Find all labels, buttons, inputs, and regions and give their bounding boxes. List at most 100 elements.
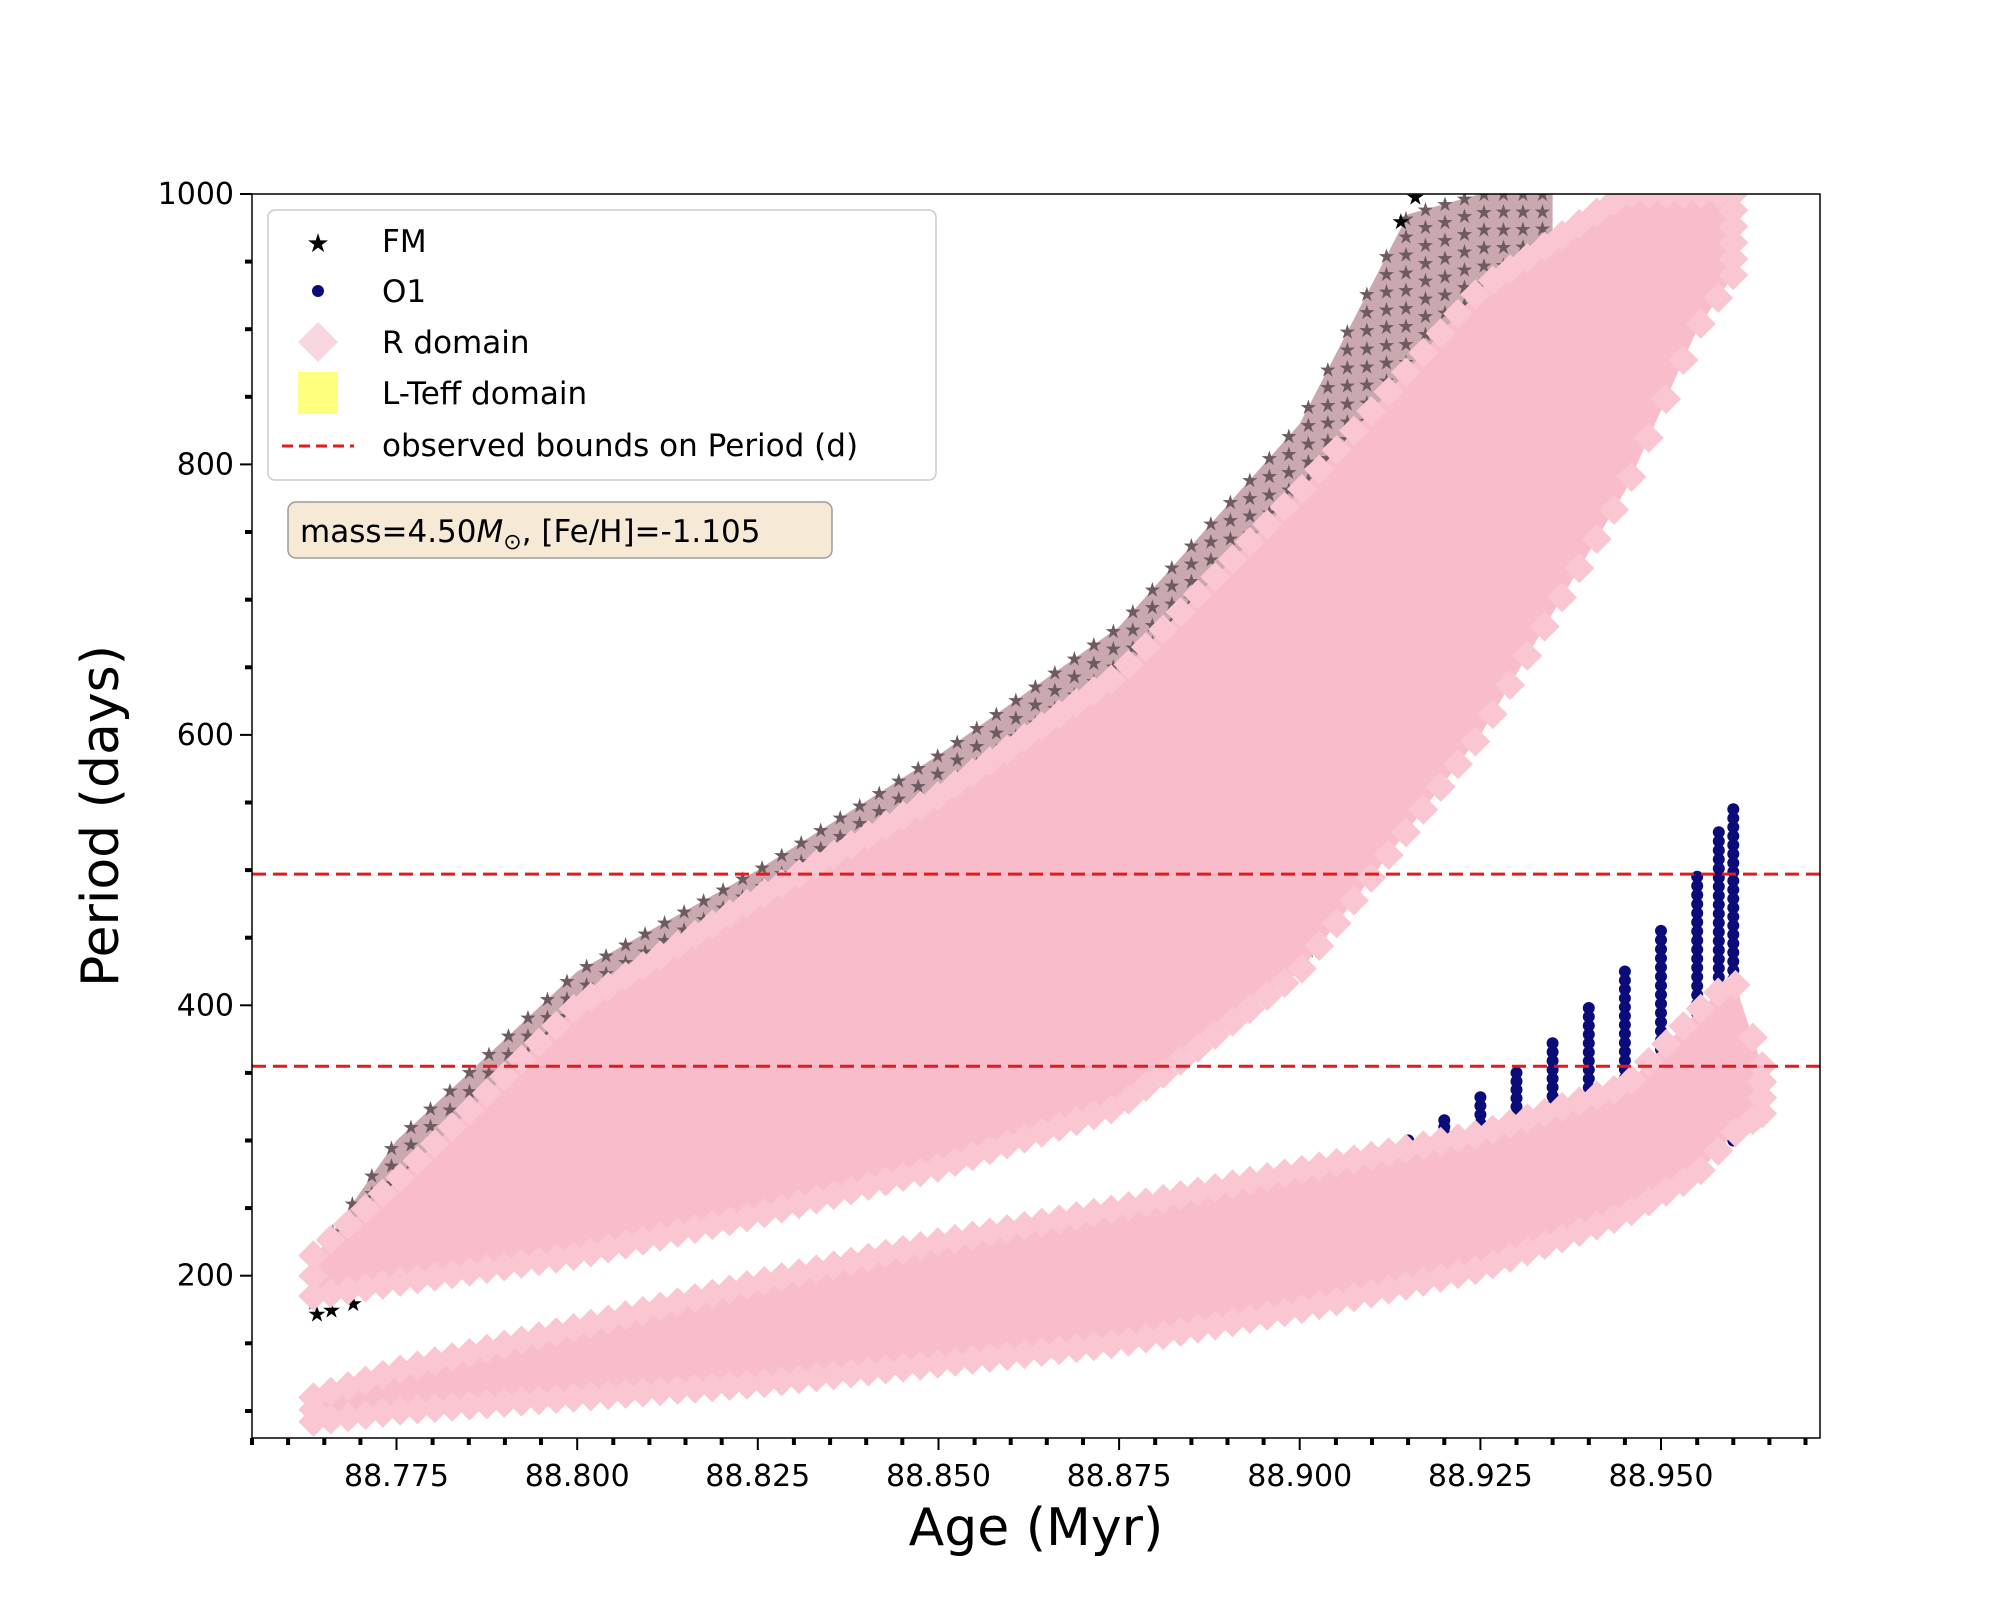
o1-point [1655, 934, 1667, 946]
o1-point [1712, 907, 1725, 920]
mass-metallicity-annotation: mass=4.50M⊙, [Fe/H]=-1.105 [287, 501, 833, 559]
r-domain-point [940, 1346, 971, 1377]
o1-point [1510, 1092, 1523, 1105]
r-domain-point [1200, 1019, 1231, 1050]
r-domain-point [1373, 376, 1404, 407]
r-domain-point [627, 1377, 658, 1408]
o1-point [1655, 988, 1667, 1001]
fm-star-point: ★ [1163, 574, 1181, 598]
y-axis-title: Period (days) [71, 645, 131, 987]
fm-star-point: ★ [987, 702, 1005, 726]
r-domain-point [610, 1378, 641, 1409]
r-domain-point [593, 1380, 624, 1411]
r-domain-point [1217, 1006, 1248, 1037]
r-domain-point [679, 1373, 710, 1404]
r-domain-point [1338, 415, 1369, 446]
fm-star-point: ★ [1514, 217, 1532, 241]
o1-point [1691, 879, 1704, 892]
fm-star-point: ★ [363, 1164, 381, 1188]
o1-point [1712, 862, 1725, 875]
annotation-box [287, 501, 833, 559]
o1-point [1546, 1081, 1559, 1094]
o1-point [1618, 1036, 1631, 1049]
fm-star-point: ★ [1104, 637, 1122, 661]
o1-point [1618, 965, 1631, 978]
o1-point [1655, 1016, 1667, 1029]
r-domain-point [1408, 794, 1439, 825]
r-domain-point [1512, 242, 1543, 273]
r-domain-point [1356, 396, 1387, 427]
r-domain-point [731, 1369, 762, 1400]
fm-star-point: ★ [1319, 357, 1337, 381]
r-domain-point [1581, 523, 1612, 554]
x-tick-label: 88.925 [1428, 1459, 1533, 1494]
fm-star-point: ★ [1338, 373, 1356, 397]
r-domain-point [298, 1281, 329, 1312]
legend-l-teff-square-icon [298, 372, 338, 414]
fm-star-point: ★ [1046, 678, 1064, 702]
r-domain-point [714, 1371, 745, 1402]
r-domain-point [1718, 260, 1749, 291]
y-tick-label: 400 [177, 988, 234, 1023]
fm-star-point: ★ [1046, 660, 1064, 684]
o1-point [1727, 901, 1740, 914]
r-domain-point [1321, 908, 1352, 939]
o1-point [1727, 946, 1740, 959]
o1-point [1618, 1001, 1631, 1014]
o1-point [1691, 916, 1704, 929]
annotation-text: mass=4.50M⊙, [Fe/H]=-1.105 [300, 514, 760, 555]
r-domain-point [333, 1402, 364, 1433]
fm-star-point: ★ [1534, 199, 1552, 223]
legend-item-o1: O1 [312, 274, 426, 310]
r-domain-point [1718, 227, 1749, 258]
r-domain-point [1356, 862, 1387, 893]
o1-point [1691, 980, 1704, 992]
fm-star-point: ★ [1358, 282, 1376, 306]
r-domain-point [1425, 318, 1456, 349]
r-domain-point [1078, 1331, 1109, 1362]
fm-star-point: ★ [1299, 413, 1317, 437]
r-domain-point [1737, 1022, 1768, 1053]
r-domain-point [1668, 345, 1699, 376]
o1-point [1510, 1066, 1523, 1079]
fm-star-point: ★ [1436, 228, 1454, 252]
o1-point [1712, 944, 1725, 957]
r-domain-point [1668, 1011, 1699, 1042]
o1-point [1691, 870, 1704, 883]
r-domain-point [1442, 749, 1473, 780]
r-domain-point [888, 1352, 919, 1383]
o1-point [1727, 803, 1740, 816]
legend-item-l-teff-domain: L-Teff domain [298, 372, 587, 414]
fm-star-point: ★ [1163, 556, 1181, 580]
o1-point [1474, 1108, 1487, 1121]
r-domain-point [1390, 357, 1421, 388]
r-domain-point [818, 1360, 849, 1391]
fm-star-point: ★ [461, 1079, 479, 1103]
r-domain-point [541, 1384, 572, 1415]
fm-star-point: ★ [1065, 647, 1083, 671]
o1-point [1655, 970, 1667, 983]
r-domain-point [1113, 1084, 1144, 1115]
fm-star-point: ★ [322, 1299, 342, 1324]
r-domain-point [367, 1178, 398, 1209]
o1-point [1655, 952, 1667, 965]
fm-star-point: ★ [1436, 264, 1454, 288]
r-domain-point [489, 1061, 520, 1092]
fm-star-point: ★ [1397, 314, 1415, 338]
fm-star-point: ★ [714, 878, 732, 902]
r-domain-point [1747, 1066, 1778, 1097]
r-domain-point [1252, 980, 1283, 1011]
o1-point [1618, 1045, 1631, 1058]
r-domain-point [749, 1368, 780, 1399]
r-domain-point [974, 1342, 1005, 1373]
r-domain-point [1148, 614, 1179, 645]
o1-point [1655, 961, 1667, 974]
r-domain-point [350, 1193, 381, 1224]
x-tick-label: 88.950 [1609, 1459, 1714, 1494]
o1-point [1582, 1037, 1595, 1050]
r-domain-point [298, 1406, 329, 1437]
fm-star-point: ★ [1358, 354, 1376, 378]
x-axis-title: Age (Myr) [909, 1498, 1164, 1558]
r-domain-point [1130, 632, 1161, 663]
fm-star-point: ★ [1319, 411, 1337, 435]
